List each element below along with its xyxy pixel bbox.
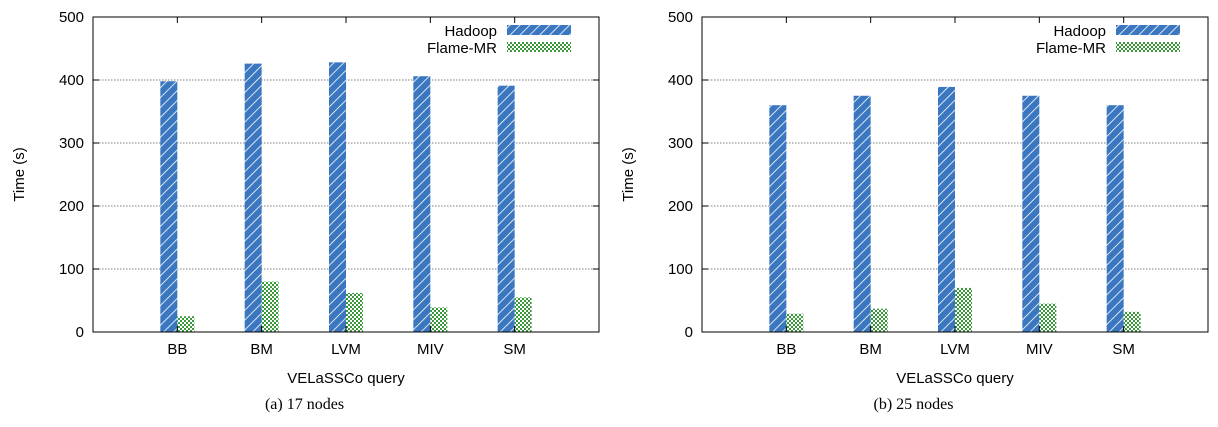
x-tick-label: SM <box>503 341 526 358</box>
legend-swatch-hadoop <box>1116 25 1180 35</box>
legend-label: Flame-MR <box>1036 40 1106 57</box>
bar-hadoop <box>769 105 787 332</box>
x-tick-label: MIV <box>417 341 444 358</box>
legend-swatch-hadoop <box>507 25 571 35</box>
x-tick-label: BB <box>167 341 187 358</box>
legend-label: Hadoop <box>444 23 497 40</box>
x-tick-label: MIV <box>1026 341 1053 358</box>
bar-flame-mr <box>177 316 195 332</box>
plot-frame <box>92 16 600 333</box>
bar-flame-mr <box>261 281 279 332</box>
chart-panel-b: 0 100 200 300 400 500 BB BM LVM MIV SM VELaSSCo que… <box>609 0 1218 427</box>
bar-flame-mr <box>1039 303 1057 332</box>
y-tick-label: 300 <box>59 135 84 152</box>
bar-flame-mr <box>430 307 448 332</box>
chart-17-nodes: 0 100 200 300 400 500 BB BM LVM MIV SM VELaSSCo que… <box>11 9 600 387</box>
x-tick-label: LVM <box>940 341 970 358</box>
bar-hadoop <box>1022 95 1040 332</box>
bar-flame-mr <box>346 292 363 332</box>
bar-flame-mr <box>514 297 532 332</box>
legend-label: Hadoop <box>1053 23 1106 40</box>
bar-flame-mr <box>786 313 804 332</box>
bar-flame-mr <box>955 287 972 332</box>
y-tick-label: 400 <box>59 72 84 89</box>
y-tick-label: 100 <box>59 261 84 278</box>
bar-hadoop <box>938 86 955 333</box>
plot-frame <box>701 16 1209 333</box>
x-tick-label: LVM <box>331 341 361 358</box>
caption-b: (b) 25 nodes <box>873 396 954 413</box>
bar-flame-mr <box>1123 311 1141 332</box>
bar-hadoop <box>160 81 178 332</box>
caption-a: (a) 17 nodes <box>264 396 345 413</box>
x-tick-label: BB <box>776 341 796 358</box>
y-tick-label: 300 <box>668 135 693 152</box>
x-tick-label: SM <box>1112 341 1135 358</box>
y-tick-label: 100 <box>668 261 693 278</box>
bar-hadoop <box>853 95 871 332</box>
chart-25-nodes: 0 100 200 300 400 500 BB BM LVM MIV SM VELaSSCo que… <box>620 9 1209 387</box>
x-tick-label: BM <box>250 341 273 358</box>
y-tick-label: 200 <box>668 198 693 215</box>
bar-hadoop <box>329 62 346 333</box>
legend-label: Flame-MR <box>427 40 497 57</box>
x-axis-label: VELaSSCo query <box>896 370 1014 387</box>
bar-hadoop <box>1106 105 1124 332</box>
y-tick-label: 200 <box>59 198 84 215</box>
legend-swatch-flame-mr <box>1116 42 1180 52</box>
bar-hadoop <box>413 76 431 332</box>
x-axis-label: VELaSSCo query <box>287 370 405 387</box>
chart-panel-a: 0 100 200 300 400 500 BB BM LVM MIV SM VELaSSCo que… <box>11 9 600 413</box>
y-tick-label: 0 <box>685 324 693 341</box>
x-tick-label: BM <box>859 341 882 358</box>
bar-hadoop <box>497 85 515 332</box>
y-axis-label: Time (s) <box>620 147 637 201</box>
bar-hadoop <box>244 63 262 333</box>
y-tick-label: 500 <box>668 9 693 26</box>
y-axis-label: Time (s) <box>11 147 28 201</box>
y-tick-label: 500 <box>59 9 84 26</box>
bar-flame-mr <box>870 308 888 332</box>
y-tick-label: 400 <box>668 72 693 89</box>
y-tick-label: 0 <box>76 324 84 341</box>
legend-swatch-flame-mr <box>507 42 571 52</box>
